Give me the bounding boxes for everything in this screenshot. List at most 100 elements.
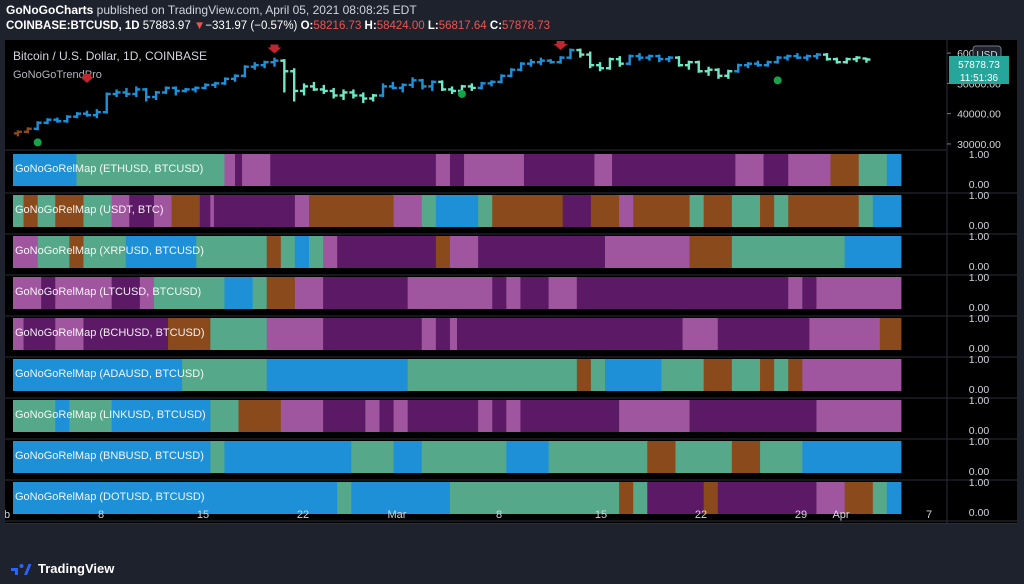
tradingview-logo[interactable]: TradingView bbox=[10, 561, 114, 576]
relmap-cell bbox=[506, 400, 521, 432]
relmap-cell bbox=[421, 195, 437, 227]
price-pane-title: Bitcoin / U.S. Dollar, 1D, COINBASE bbox=[13, 49, 207, 63]
last-price: 57883.97 bbox=[142, 20, 191, 32]
relmap-pane[interactable]: GoNoGoRelMap (BCHUSD, BTCUSD) 1.00 0.00 bbox=[5, 313, 1017, 358]
relmap-cell bbox=[703, 195, 733, 227]
relmap-cell bbox=[242, 154, 271, 186]
relmap-pane[interactable]: GoNoGoRelMap (LINKUSD, BTCUSD) 1.00 0.00 bbox=[5, 395, 1017, 440]
relmap-cell bbox=[816, 482, 846, 514]
relmap-pane[interactable]: GoNoGoRelMap (BNBUSD, BTCUSD) 1.00 0.00 bbox=[5, 436, 1017, 481]
open-label: O: bbox=[300, 20, 314, 32]
relmap-cell bbox=[393, 441, 423, 473]
relmap-cell bbox=[111, 195, 130, 227]
relmap-cell bbox=[41, 277, 56, 309]
change-arrow-icon: ▼ bbox=[193, 20, 206, 32]
relmap-pane-label: GoNoGoRelMap (BCHUSD, BTCUSD) bbox=[15, 327, 204, 339]
relmap-cell bbox=[323, 318, 423, 350]
relmap-cell bbox=[872, 482, 888, 514]
author-name[interactable]: GoNoGoCharts bbox=[6, 3, 94, 17]
relmap-pane[interactable]: GoNoGoRelMap (DOTUSD, BTCUSD) 1.00 0.00 bbox=[5, 477, 1017, 522]
time-tick-label: b bbox=[5, 509, 10, 521]
relmap-cell bbox=[506, 441, 550, 473]
relmap-cell bbox=[23, 318, 56, 350]
relmap-cell bbox=[139, 277, 155, 309]
low-label: L: bbox=[427, 20, 439, 32]
relmap-cell bbox=[83, 195, 113, 227]
relmap-pane[interactable]: GoNoGoRelMap (LTCUSD, BTCUSD) 1.00 0.00 bbox=[5, 272, 1017, 317]
pane-tick-label: 1.00 bbox=[969, 313, 990, 325]
buy-signal-icon bbox=[33, 138, 42, 147]
relmap-cell bbox=[266, 318, 324, 350]
relmap-cell bbox=[210, 441, 225, 473]
relmap-cell bbox=[689, 195, 705, 227]
relmap-cell bbox=[548, 441, 648, 473]
pane-tick-label: 0.00 bbox=[969, 425, 990, 437]
time-tick-label: 8 bbox=[496, 509, 502, 521]
relmap-cell bbox=[76, 154, 225, 186]
pane-tick-label: 0.00 bbox=[969, 343, 990, 355]
relmap-cell bbox=[379, 400, 394, 432]
relmap-cell bbox=[576, 359, 592, 391]
relmap-cell bbox=[13, 318, 24, 350]
relmap-cell bbox=[125, 236, 197, 268]
relmap-cell bbox=[523, 154, 595, 186]
last-price-tag bbox=[949, 56, 1009, 84]
relmap-cell bbox=[809, 318, 881, 350]
tradingview-logo-icon bbox=[11, 563, 32, 575]
price-pane[interactable]: Bitcoin / U.S. Dollar, 1D, COINBASE GoNo… bbox=[5, 40, 1017, 524]
relmap-cell bbox=[23, 195, 39, 227]
high-label: H: bbox=[364, 20, 377, 32]
relmap-cell bbox=[153, 277, 225, 309]
relmap-cell bbox=[492, 400, 507, 432]
symbol-name: COINBASE:BTCUSD, 1D bbox=[6, 20, 140, 32]
tradingview-brand: TradingView bbox=[38, 561, 115, 576]
relmap-cell bbox=[294, 236, 310, 268]
relmap-pane-label: GoNoGoRelMap (LTCUSD, BTCUSD) bbox=[15, 286, 201, 298]
chart-area[interactable]: Bitcoin / U.S. Dollar, 1D, COINBASE GoNo… bbox=[4, 40, 1017, 524]
chart-svg[interactable]: Bitcoin / U.S. Dollar, 1D, COINBASE GoNo… bbox=[4, 40, 1017, 524]
relmap-cell bbox=[309, 236, 324, 268]
relmap-cell bbox=[224, 277, 254, 309]
relmap-cell bbox=[69, 400, 113, 432]
relmap-cell bbox=[69, 236, 84, 268]
relmap-cell bbox=[224, 154, 236, 186]
relmap-cell bbox=[478, 400, 493, 432]
relmap-pane[interactable]: GoNoGoRelMap (ADAUSD, BTCUSD) 1.00 0.00 bbox=[5, 354, 1017, 399]
relmap-pane[interactable]: GoNoGoRelMap (USDT, BTC) 1.00 0.00 bbox=[5, 190, 1017, 235]
relmap-pane-label: GoNoGoRelMap (DOTUSD, BTCUSD) bbox=[15, 491, 204, 503]
relmap-cell bbox=[13, 277, 42, 309]
open-value: 58216.73 bbox=[313, 20, 362, 32]
relmap-cell bbox=[492, 195, 564, 227]
relmap-panes: GoNoGoRelMap (ETHUSD, BTCUSD)1.000.00GoN… bbox=[5, 149, 1017, 522]
relmap-cell bbox=[266, 236, 282, 268]
relmap-pane[interactable]: GoNoGoRelMap (XRPUSD, BTCUSD) 1.00 0.00 bbox=[5, 231, 1017, 276]
relmap-cell bbox=[735, 154, 764, 186]
relmap-cell bbox=[760, 195, 775, 227]
high-value: 58424.00 bbox=[376, 20, 425, 32]
relmap-cell bbox=[788, 277, 803, 309]
ohlc-bars bbox=[13, 48, 871, 137]
relmap-cell bbox=[435, 195, 479, 227]
relmap-cell bbox=[449, 154, 465, 186]
relmap-pane-label: GoNoGoRelMap (XRPUSD, BTCUSD) bbox=[15, 245, 204, 257]
pane-tick-label: 0.00 bbox=[969, 302, 990, 314]
relmap-cell bbox=[196, 236, 268, 268]
relmap-cell bbox=[13, 195, 24, 227]
relmap-cell bbox=[129, 195, 155, 227]
relmap-cell bbox=[55, 318, 84, 350]
relmap-cell bbox=[619, 400, 690, 432]
relmap-cell bbox=[393, 195, 423, 227]
relmap-pane-label: GoNoGoRelMap (ETHUSD, BTCUSD) bbox=[15, 163, 203, 175]
price-tick-label: 40000.00 bbox=[957, 109, 1001, 121]
relmap-cell bbox=[830, 154, 860, 186]
relmap-cell bbox=[337, 482, 352, 514]
time-axis[interactable]: b 8 15 22 Mar 8 15 22 29 Apr 7 bbox=[4, 509, 1017, 524]
relmap-cell bbox=[731, 195, 761, 227]
buy-signal-icon bbox=[457, 89, 466, 98]
relmap-cell bbox=[879, 318, 902, 350]
relmap-pane[interactable]: GoNoGoRelMap (ETHUSD, BTCUSD) 1.00 0.00 bbox=[5, 149, 1017, 194]
relmap-cell bbox=[421, 318, 437, 350]
time-tick-label: Mar bbox=[388, 509, 407, 521]
relmap-cell bbox=[703, 359, 733, 391]
relmap-cell bbox=[435, 318, 451, 350]
